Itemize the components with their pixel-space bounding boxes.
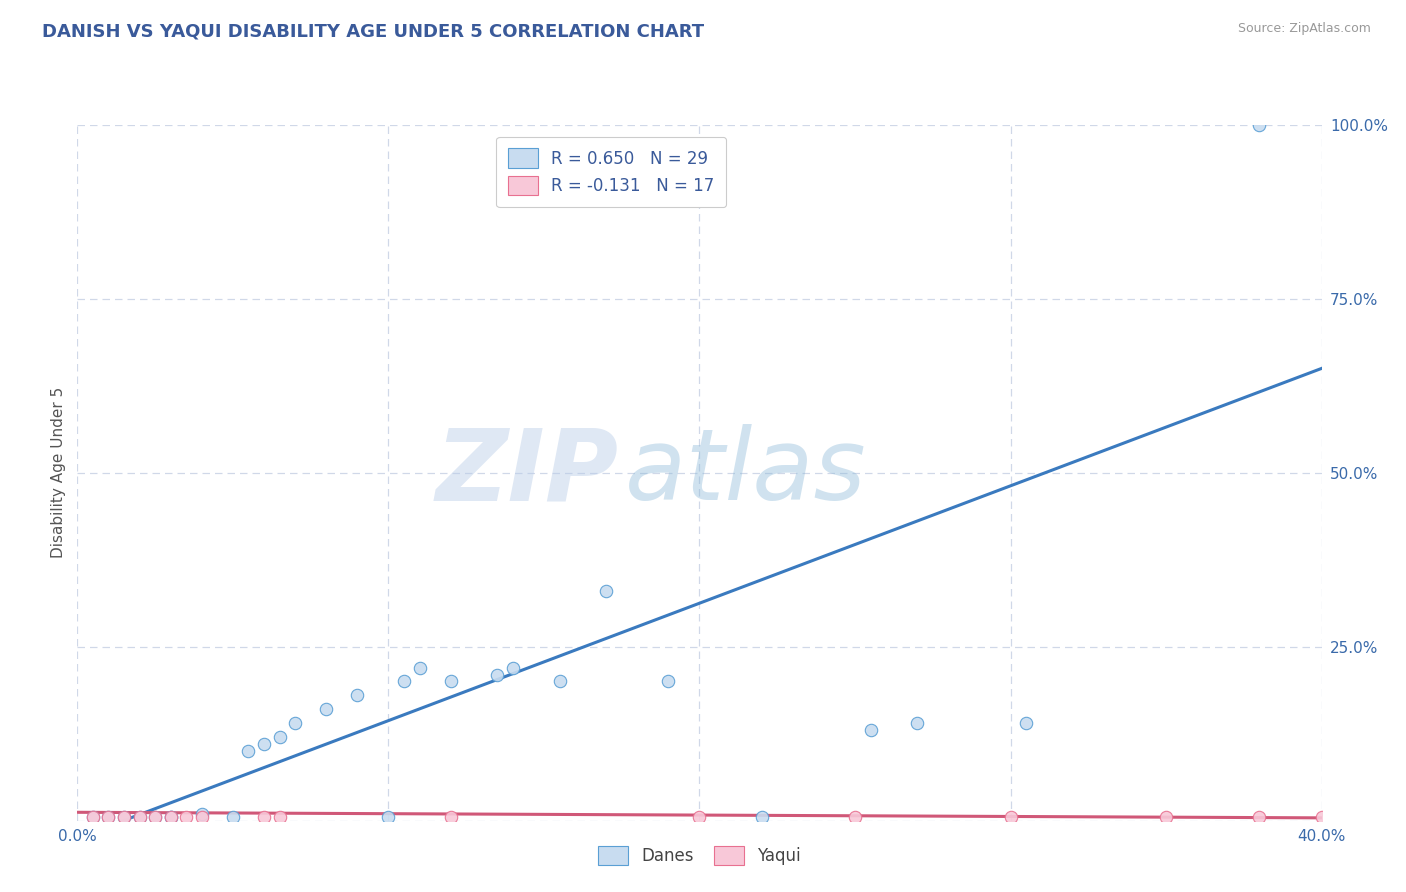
Text: Source: ZipAtlas.com: Source: ZipAtlas.com bbox=[1237, 22, 1371, 36]
Point bbox=[1154, 810, 1177, 824]
Legend: Danes, Yaqui: Danes, Yaqui bbox=[592, 838, 807, 871]
Point bbox=[97, 810, 120, 824]
Point bbox=[392, 674, 415, 689]
Point bbox=[128, 810, 150, 824]
Point bbox=[440, 674, 463, 689]
Point bbox=[905, 716, 928, 731]
Point bbox=[859, 723, 882, 738]
Point bbox=[222, 810, 245, 824]
Point bbox=[548, 674, 571, 689]
Point bbox=[689, 810, 711, 824]
Point bbox=[191, 806, 214, 821]
Point bbox=[1015, 716, 1038, 731]
Point bbox=[112, 810, 135, 824]
Point bbox=[1310, 810, 1333, 824]
Point bbox=[377, 810, 399, 824]
Text: atlas: atlas bbox=[624, 425, 866, 521]
Text: ZIP: ZIP bbox=[436, 425, 619, 521]
Point bbox=[253, 737, 276, 751]
Point bbox=[595, 584, 617, 599]
Point bbox=[159, 810, 181, 824]
Point bbox=[751, 810, 773, 824]
Point bbox=[440, 810, 463, 824]
Point bbox=[159, 810, 181, 824]
Point bbox=[238, 744, 260, 758]
Point bbox=[174, 810, 197, 824]
Point bbox=[97, 810, 120, 824]
Point bbox=[269, 730, 291, 744]
Point bbox=[143, 810, 166, 824]
Point bbox=[486, 667, 509, 681]
Point bbox=[112, 810, 135, 824]
Point bbox=[143, 810, 166, 824]
Point bbox=[1249, 118, 1271, 132]
Point bbox=[315, 702, 337, 716]
Point bbox=[269, 810, 291, 824]
Point bbox=[1000, 810, 1022, 824]
Point bbox=[657, 674, 679, 689]
Point bbox=[844, 810, 866, 824]
Text: DANISH VS YAQUI DISABILITY AGE UNDER 5 CORRELATION CHART: DANISH VS YAQUI DISABILITY AGE UNDER 5 C… bbox=[42, 22, 704, 40]
Point bbox=[502, 660, 524, 674]
Point bbox=[253, 810, 276, 824]
Point bbox=[191, 810, 214, 824]
Point bbox=[1249, 810, 1271, 824]
Point bbox=[346, 689, 368, 703]
Point bbox=[408, 660, 430, 674]
Point bbox=[82, 810, 104, 824]
Point bbox=[82, 810, 104, 824]
Y-axis label: Disability Age Under 5: Disability Age Under 5 bbox=[51, 387, 66, 558]
Point bbox=[284, 716, 307, 731]
Point bbox=[128, 810, 150, 824]
Point bbox=[159, 810, 181, 824]
